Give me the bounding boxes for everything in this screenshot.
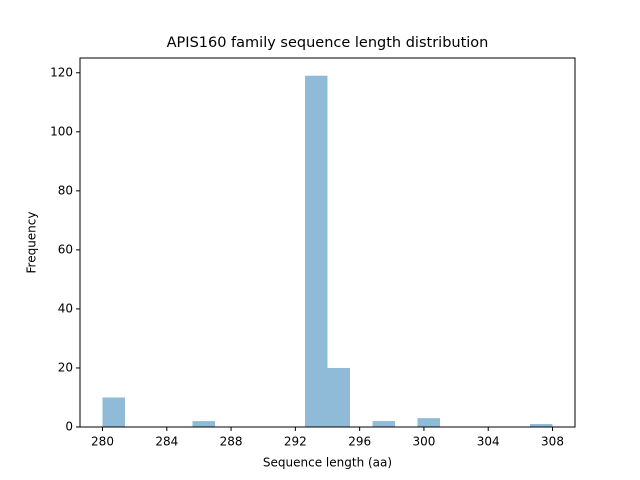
- x-tick-label: 288: [220, 435, 243, 449]
- x-axis-label: Sequence length (aa): [263, 456, 392, 470]
- bar: [372, 421, 395, 427]
- y-tick-label: 20: [58, 360, 73, 374]
- x-tick-label: 308: [541, 435, 564, 449]
- y-axis-label: Frequency: [25, 212, 39, 274]
- y-tick-label: 80: [58, 183, 73, 197]
- y-tick-label: 100: [50, 124, 73, 138]
- y-tick-label: 40: [58, 301, 73, 315]
- y-tick-label: 60: [58, 242, 73, 256]
- bar: [192, 421, 215, 427]
- x-tick-label: 304: [477, 435, 500, 449]
- plot-area: [102, 75, 553, 427]
- chart-title: APIS160 family sequence length distribut…: [167, 35, 489, 51]
- y-tick-label: 0: [65, 420, 73, 434]
- x-tick-label: 300: [412, 435, 435, 449]
- bar: [530, 424, 553, 427]
- bar: [327, 367, 350, 427]
- x-tick-label: 280: [91, 435, 114, 449]
- axes-frame: [79, 57, 576, 428]
- bar: [417, 418, 440, 427]
- y-tick-label: 120: [50, 65, 73, 79]
- x-tick-label: 292: [284, 435, 307, 449]
- x-tick-label: 284: [155, 435, 178, 449]
- x-tick-label: 296: [348, 435, 371, 449]
- bar: [305, 75, 328, 427]
- bar: [102, 397, 125, 427]
